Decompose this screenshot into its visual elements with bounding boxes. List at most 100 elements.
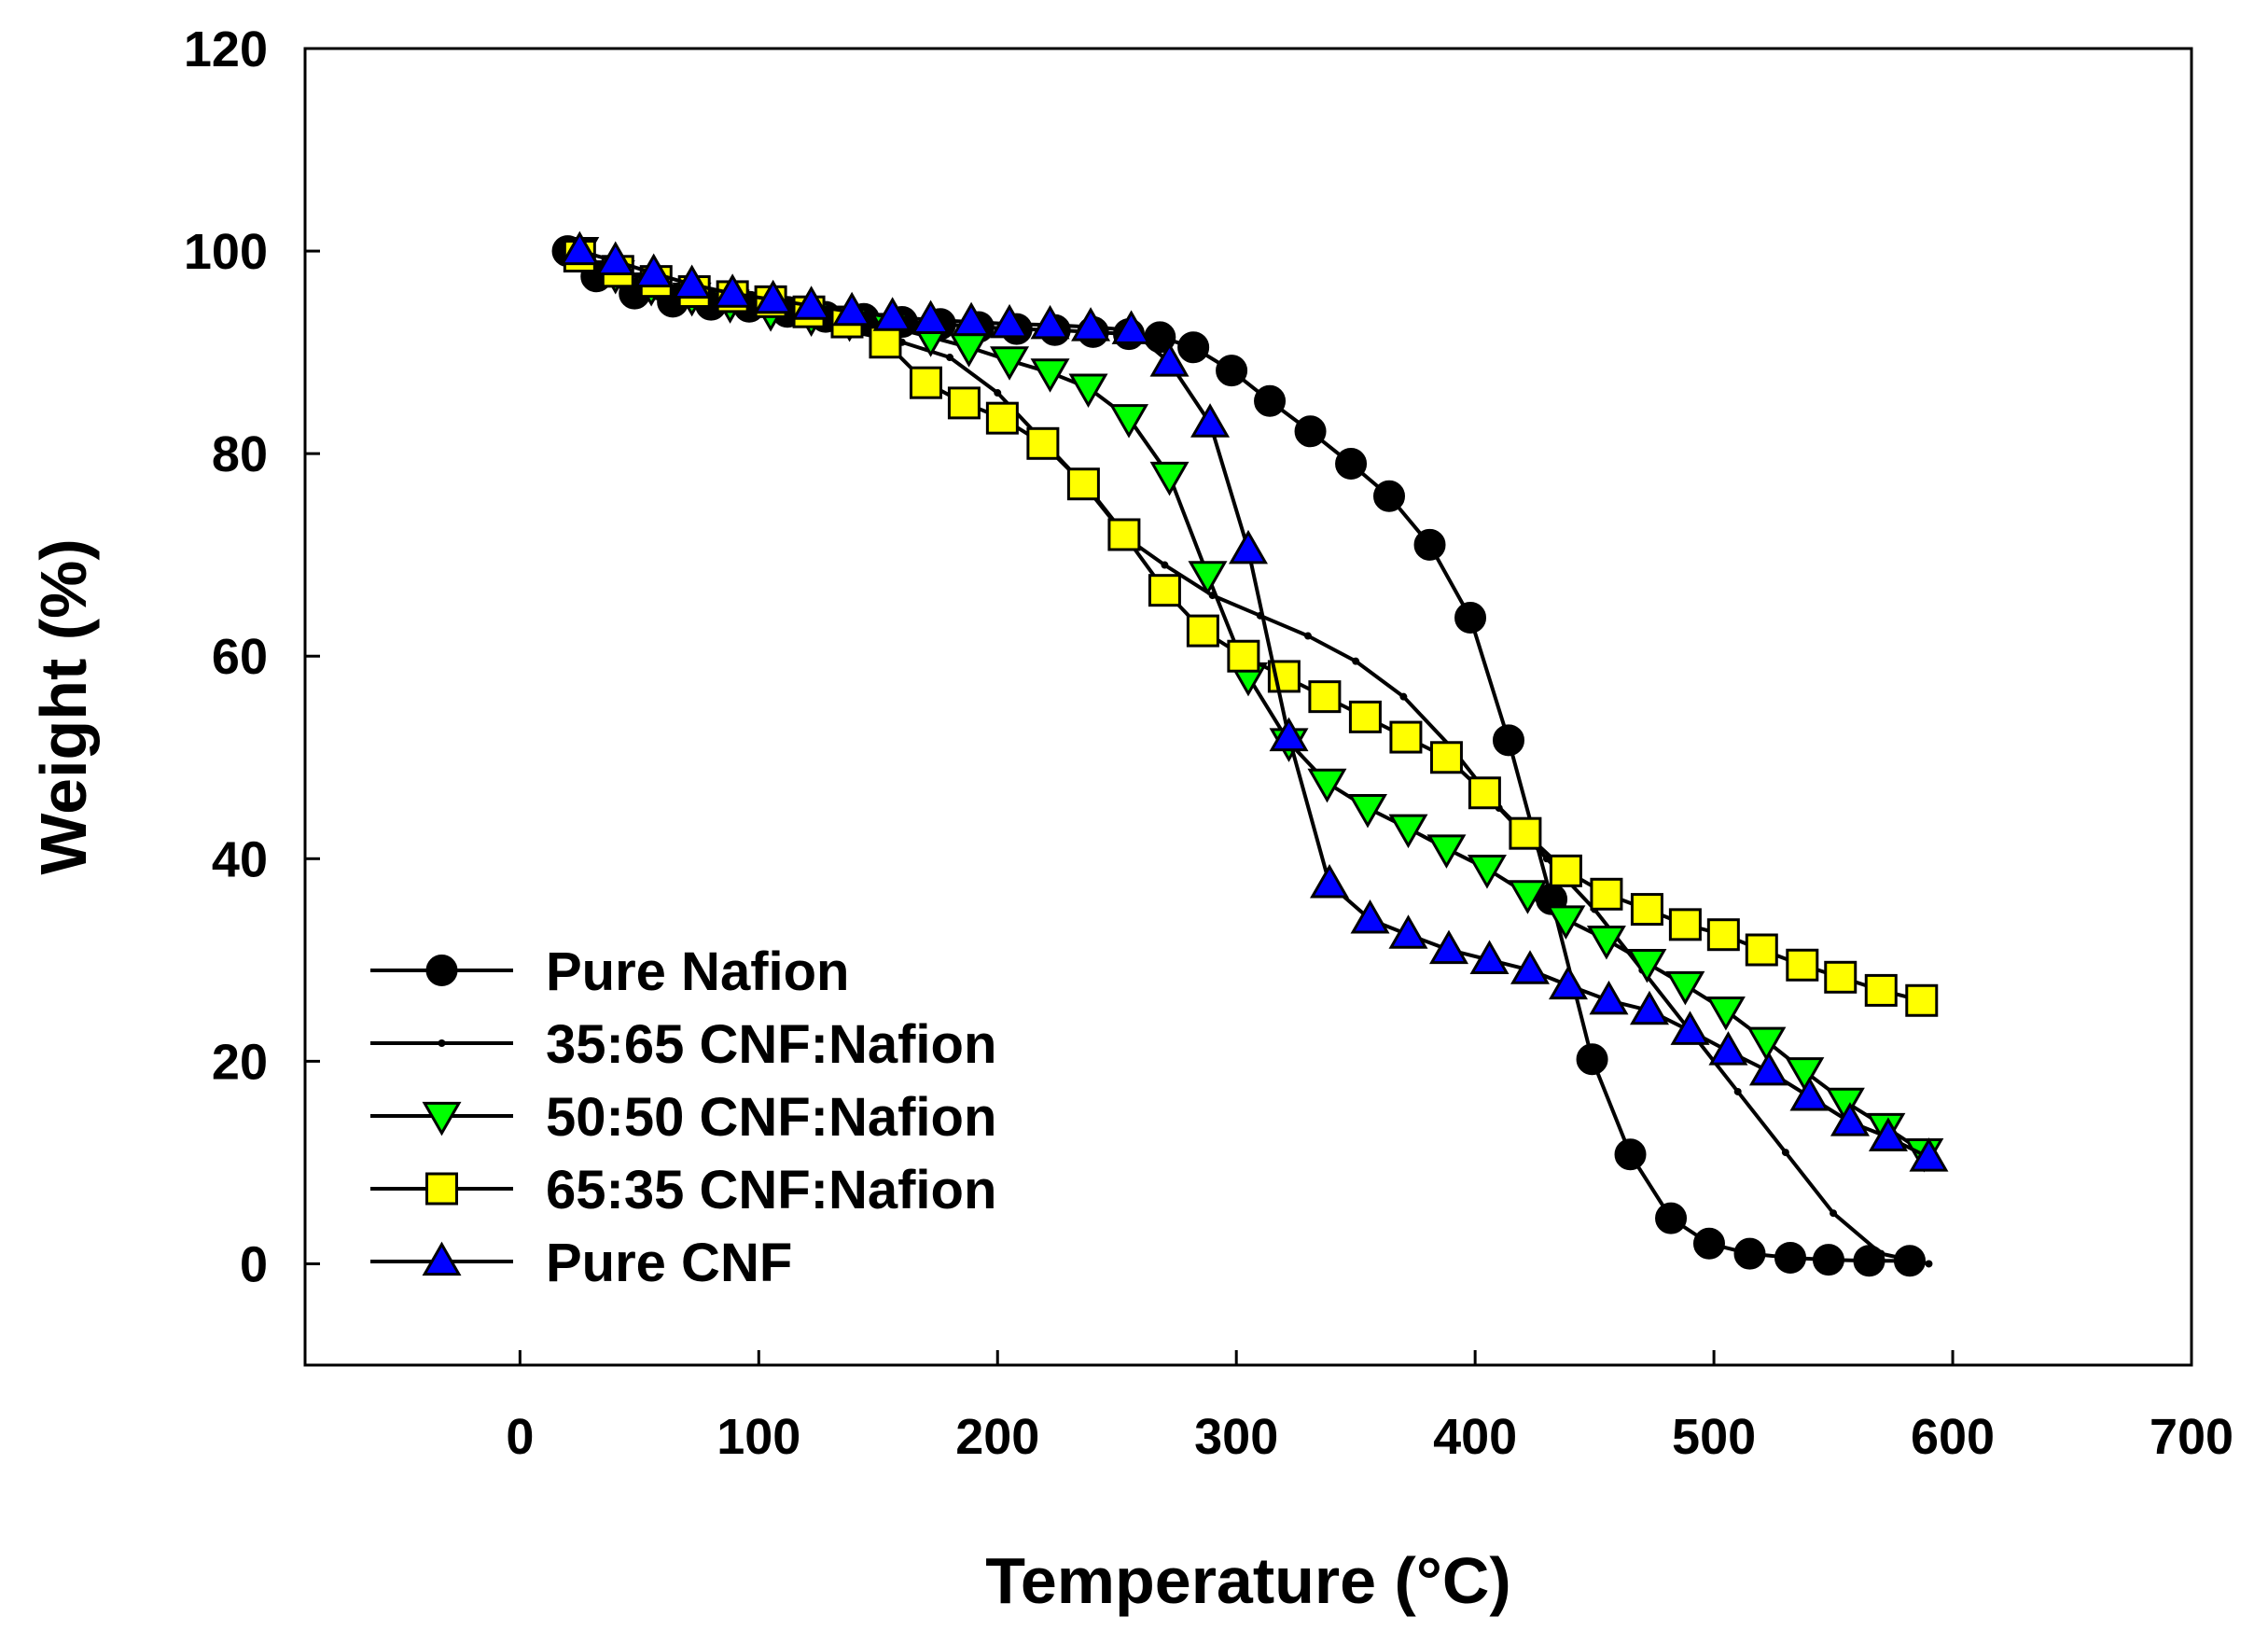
data-point-65-35-cnf-nafion bbox=[1668, 908, 1702, 941]
data-point-65-35-cnf-nafion bbox=[909, 366, 942, 399]
data-point-pure-cnf bbox=[633, 253, 674, 288]
data-point-pure-cnf bbox=[595, 241, 635, 276]
y-tick-label: 0 bbox=[240, 1236, 268, 1292]
data-point-35-65-cnf-nafion bbox=[1877, 1249, 1885, 1258]
data-point-pure-nafion bbox=[1454, 601, 1487, 634]
data-point-65-35-cnf-nafion bbox=[1389, 720, 1423, 754]
data-point-50-50-cnf-nafion bbox=[1586, 926, 1626, 960]
data-point-50-50-cnf-nafion bbox=[1347, 793, 1387, 829]
x-tick-label: 600 bbox=[1911, 1409, 1995, 1465]
y-tick-label: 100 bbox=[184, 224, 268, 280]
y-tick-label: 120 bbox=[184, 21, 268, 77]
x-tick-label: 700 bbox=[2150, 1409, 2233, 1465]
data-point-pure-cnf bbox=[1868, 1117, 1908, 1151]
data-point-50-50-cnf-nafion bbox=[1785, 1057, 1825, 1092]
data-point-pure-nafion bbox=[1576, 1043, 1608, 1076]
legend-item-pure-cnf: Pure CNF bbox=[370, 1233, 792, 1293]
data-point-pure-cnf bbox=[1830, 1102, 1870, 1136]
data-point-35-65-cnf-nafion bbox=[946, 354, 954, 362]
data-point-pure-cnf bbox=[1310, 864, 1350, 899]
data-point-pure-cnf bbox=[1510, 950, 1551, 984]
data-point-pure-cnf bbox=[1350, 899, 1390, 934]
data-point-65-35-cnf-nafion bbox=[1590, 877, 1623, 911]
y-tick-label: 60 bbox=[212, 629, 268, 685]
data-point-pure-cnf bbox=[990, 303, 1030, 339]
data-point-65-35-cnf-nafion bbox=[1786, 948, 1819, 982]
data-point-pure-cnf bbox=[1149, 342, 1190, 377]
x-axis-title: Temperature (°C) bbox=[985, 1544, 1510, 1617]
data-point-65-35-cnf-nafion bbox=[1706, 918, 1740, 952]
data-point-pure-cnf bbox=[1229, 529, 1268, 565]
data-point-pure-cnf bbox=[952, 301, 992, 337]
x-tick-label: 100 bbox=[717, 1409, 800, 1465]
data-point-pure-cnf bbox=[1708, 1031, 1748, 1066]
data-point-pure-nafion bbox=[1294, 415, 1327, 448]
legend-marker bbox=[422, 1101, 462, 1136]
data-point-50-50-cnf-nafion bbox=[1030, 358, 1070, 393]
y-axis-title: Weight (%) bbox=[27, 538, 100, 874]
legend-marker bbox=[425, 955, 458, 986]
data-point-50-50-cnf-nafion bbox=[1546, 905, 1586, 940]
data-point-pure-cnf bbox=[1071, 307, 1111, 342]
data-point-35-65-cnf-nafion bbox=[1781, 1149, 1789, 1157]
data-point-65-35-cnf-nafion bbox=[1227, 639, 1260, 673]
legend-label: Pure Nafion bbox=[546, 941, 850, 1002]
data-point-50-50-cnf-nafion bbox=[1388, 814, 1428, 849]
data-point-50-50-cnf-nafion bbox=[990, 346, 1030, 381]
series-pure-cnf bbox=[560, 230, 1949, 1172]
data-point-65-35-cnf-nafion bbox=[947, 386, 981, 420]
legend-label: 65:35 CNF:Nafion bbox=[546, 1160, 996, 1220]
data-point-pure-cnf bbox=[1469, 940, 1510, 974]
x-tick-label: 200 bbox=[955, 1409, 1039, 1465]
legend-marker bbox=[438, 1039, 446, 1047]
series-layer bbox=[551, 230, 1949, 1277]
data-point-65-35-cnf-nafion bbox=[1905, 983, 1939, 1017]
data-point-65-35-cnf-nafion bbox=[1066, 467, 1100, 501]
data-point-pure-nafion bbox=[1335, 448, 1368, 481]
x-tick-label: 300 bbox=[1194, 1409, 1278, 1465]
data-point-pure-cnf bbox=[713, 273, 753, 308]
data-point-pure-nafion bbox=[1655, 1202, 1688, 1234]
legend: Pure Nafion 35:65 CNF:Nafion 50:50 CNF:Naf… bbox=[370, 941, 996, 1293]
legend-item-35-65-cnf-nafion: 35:65 CNF:Nafion bbox=[370, 1014, 996, 1075]
data-point-65-35-cnf-nafion bbox=[1468, 776, 1501, 810]
data-point-35-65-cnf-nafion bbox=[994, 389, 1002, 397]
data-point-pure-cnf bbox=[560, 230, 600, 266]
legend-item-50-50-cnf-nafion: 50:50 CNF:Nafion bbox=[370, 1087, 996, 1148]
data-point-50-50-cnf-nafion bbox=[1508, 880, 1548, 914]
legend-marker bbox=[422, 1241, 462, 1276]
data-point-65-35-cnf-nafion bbox=[1026, 426, 1060, 460]
data-point-65-35-cnf-nafion bbox=[1148, 574, 1181, 607]
y-tick-label: 20 bbox=[212, 1034, 268, 1090]
data-point-pure-nafion bbox=[1177, 331, 1210, 364]
y-tick-label: 80 bbox=[212, 426, 268, 482]
data-point-pure-cnf bbox=[1388, 914, 1428, 949]
data-point-35-65-cnf-nafion bbox=[1925, 1260, 1933, 1268]
data-point-35-65-cnf-nafion bbox=[1399, 692, 1408, 701]
data-point-35-65-cnf-nafion bbox=[1733, 1087, 1742, 1095]
legend-label: 50:50 CNF:Nafion bbox=[546, 1087, 996, 1148]
data-point-35-65-cnf-nafion bbox=[1303, 632, 1312, 640]
data-point-pure-cnf bbox=[832, 291, 872, 327]
data-point-pure-cnf bbox=[1269, 717, 1309, 752]
data-point-50-50-cnf-nafion bbox=[1068, 373, 1108, 409]
data-point-50-50-cnf-nafion bbox=[1467, 855, 1507, 889]
data-point-pure-nafion bbox=[1373, 480, 1406, 512]
data-point-65-35-cnf-nafion bbox=[985, 401, 1019, 435]
data-point-pure-cnf bbox=[1748, 1051, 1788, 1086]
data-point-50-50-cnf-nafion bbox=[1426, 834, 1467, 869]
data-point-pure-nafion bbox=[1254, 384, 1287, 417]
data-point-65-35-cnf-nafion bbox=[1186, 614, 1219, 648]
data-point-35-65-cnf-nafion bbox=[1352, 657, 1360, 665]
legend-item-65-35-cnf-nafion: 65:35 CNF:Nafion bbox=[370, 1160, 996, 1220]
data-point-pure-cnf bbox=[791, 286, 831, 320]
legend-item-pure-nafion: Pure Nafion bbox=[370, 941, 850, 1002]
data-point-pure-cnf bbox=[672, 264, 712, 299]
data-point-pure-cnf bbox=[911, 300, 951, 334]
data-point-65-35-cnf-nafion bbox=[1348, 700, 1382, 733]
data-point-pure-cnf bbox=[1190, 403, 1231, 438]
data-point-pure-cnf bbox=[1909, 1137, 1949, 1172]
data-point-65-35-cnf-nafion bbox=[1745, 933, 1778, 967]
legend-label: Pure CNF bbox=[546, 1233, 792, 1293]
